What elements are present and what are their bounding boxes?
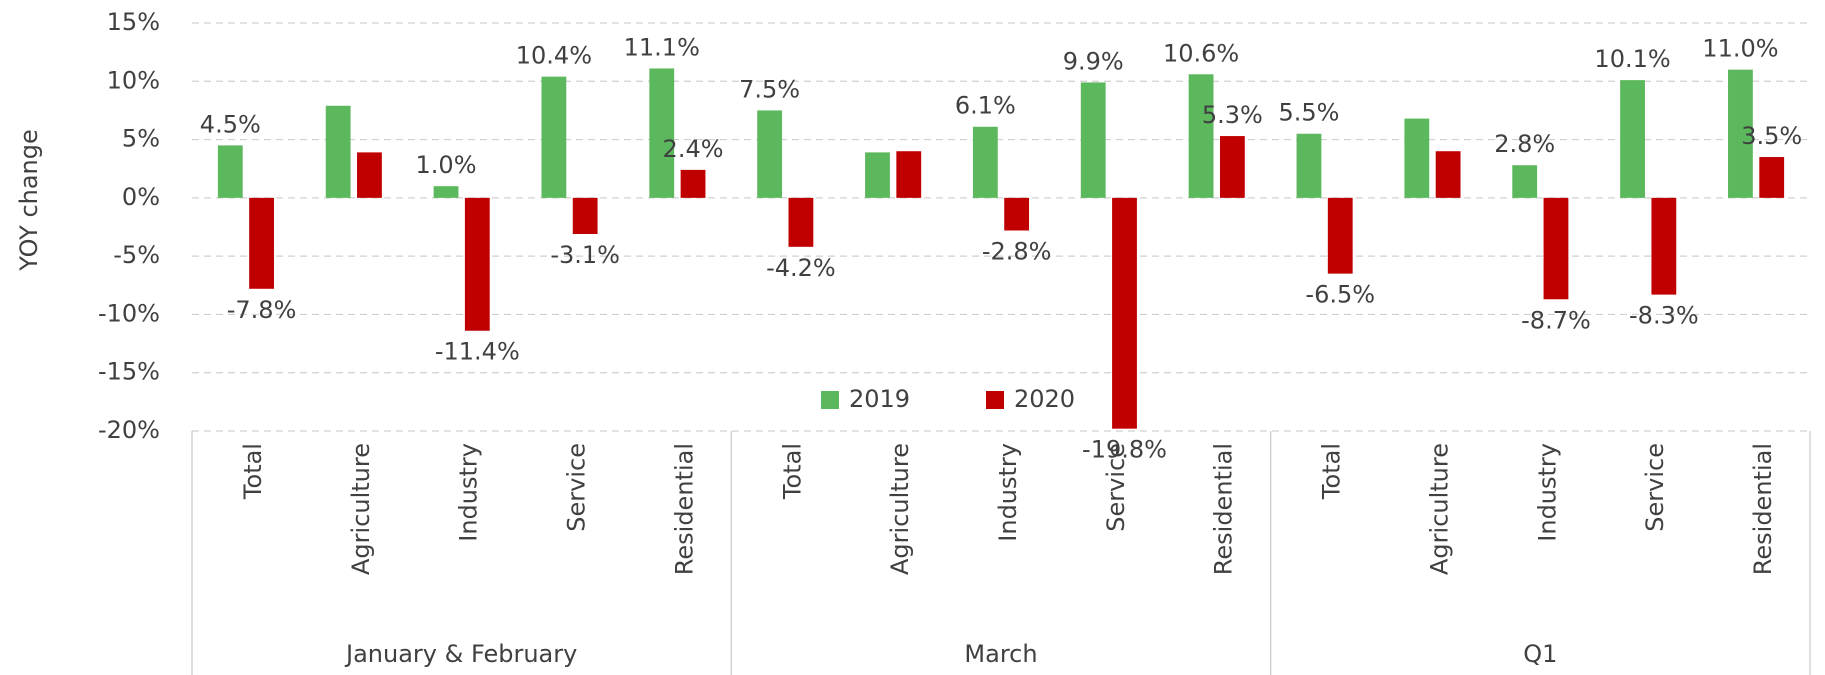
bar bbox=[1327, 197, 1353, 274]
bar bbox=[649, 68, 675, 198]
bar bbox=[1080, 82, 1106, 198]
bar bbox=[1728, 69, 1753, 198]
data-label: -3.1% bbox=[550, 241, 620, 269]
bar bbox=[572, 197, 598, 234]
data-label: -8.7% bbox=[1521, 306, 1591, 334]
legend-label: 2019 bbox=[849, 385, 910, 413]
data-label: 11.1% bbox=[624, 33, 700, 61]
bar bbox=[249, 197, 274, 289]
bar bbox=[896, 151, 922, 198]
x-tick-label: Industry bbox=[455, 443, 483, 542]
x-tick-label: Total bbox=[239, 443, 267, 500]
y-tick-label: -20% bbox=[98, 416, 160, 444]
x-tick-label: Residential bbox=[670, 443, 698, 575]
bar bbox=[972, 126, 998, 198]
data-label: -4.2% bbox=[766, 254, 836, 282]
bar bbox=[1759, 157, 1785, 198]
data-label: 11.0% bbox=[1702, 35, 1778, 63]
y-tick-label: 5% bbox=[122, 125, 160, 153]
data-label: -19.8% bbox=[1082, 436, 1167, 464]
data-label: -6.5% bbox=[1305, 281, 1375, 309]
x-tick-label: Residential bbox=[1749, 443, 1777, 575]
x-tick-label: Industry bbox=[994, 443, 1022, 542]
data-label: 4.5% bbox=[200, 110, 261, 138]
x-tick-label: Agriculture bbox=[1425, 443, 1453, 575]
x-tick-label: Total bbox=[1318, 443, 1346, 500]
bar bbox=[1404, 118, 1430, 198]
group-label: Q1 bbox=[1523, 640, 1557, 668]
data-label: 5.5% bbox=[1278, 99, 1339, 127]
x-tick-label: Total bbox=[778, 443, 806, 500]
bar bbox=[1435, 151, 1461, 198]
data-label: -11.4% bbox=[435, 338, 520, 366]
x-tick-label: Service bbox=[1102, 443, 1130, 532]
y-tick-label: -15% bbox=[98, 358, 160, 386]
legend-swatch bbox=[986, 391, 1004, 409]
bar bbox=[788, 197, 814, 247]
y-tick-label: 15% bbox=[107, 8, 160, 36]
data-label: 5.3% bbox=[1202, 101, 1263, 129]
y-axis-label: YOY change bbox=[15, 129, 43, 272]
bar bbox=[541, 76, 567, 198]
bar bbox=[1188, 74, 1214, 198]
x-tick-label: Agriculture bbox=[347, 443, 375, 575]
data-label: -7.8% bbox=[227, 296, 297, 324]
x-tick-label: Agriculture bbox=[886, 443, 914, 575]
bar bbox=[1004, 197, 1030, 231]
bar bbox=[757, 110, 783, 198]
bar bbox=[1296, 133, 1322, 198]
data-label: 9.9% bbox=[1063, 47, 1124, 75]
data-label: 10.4% bbox=[516, 42, 592, 70]
y-tick-label: -5% bbox=[113, 241, 160, 269]
data-label: 6.1% bbox=[955, 92, 1016, 120]
legend-label: 2020 bbox=[1014, 385, 1075, 413]
bar bbox=[680, 169, 706, 198]
bar bbox=[1112, 197, 1137, 429]
data-label: 7.5% bbox=[739, 75, 800, 103]
bar bbox=[1543, 197, 1569, 300]
x-tick-label: Service bbox=[563, 443, 591, 532]
bar bbox=[217, 145, 243, 198]
x-tick-label: Residential bbox=[1210, 443, 1238, 575]
group-label: March bbox=[964, 640, 1037, 668]
data-label: -8.3% bbox=[1629, 302, 1699, 330]
y-tick-label: 10% bbox=[107, 66, 160, 94]
data-label: 10.1% bbox=[1594, 45, 1670, 73]
bar bbox=[1651, 197, 1677, 295]
data-label: 2.8% bbox=[1494, 130, 1555, 158]
x-tick-label: Industry bbox=[1533, 443, 1561, 542]
bar bbox=[464, 197, 490, 331]
y-tick-label: 0% bbox=[122, 183, 160, 211]
data-label: -2.8% bbox=[982, 237, 1052, 265]
group-label: January & February bbox=[344, 640, 577, 668]
bar bbox=[433, 186, 459, 198]
bar bbox=[865, 152, 890, 198]
y-tick-label: -10% bbox=[98, 299, 160, 327]
bar bbox=[1512, 165, 1538, 198]
data-label: 3.5% bbox=[1741, 122, 1802, 150]
bar bbox=[357, 152, 382, 198]
x-tick-label: Service bbox=[1641, 443, 1669, 532]
legend-swatch bbox=[821, 391, 839, 409]
bar bbox=[1219, 136, 1245, 198]
data-label: 1.0% bbox=[416, 151, 477, 179]
data-label: 10.6% bbox=[1163, 39, 1239, 67]
data-label: 2.4% bbox=[663, 135, 724, 163]
bar bbox=[1620, 80, 1645, 198]
bar bbox=[325, 105, 351, 198]
